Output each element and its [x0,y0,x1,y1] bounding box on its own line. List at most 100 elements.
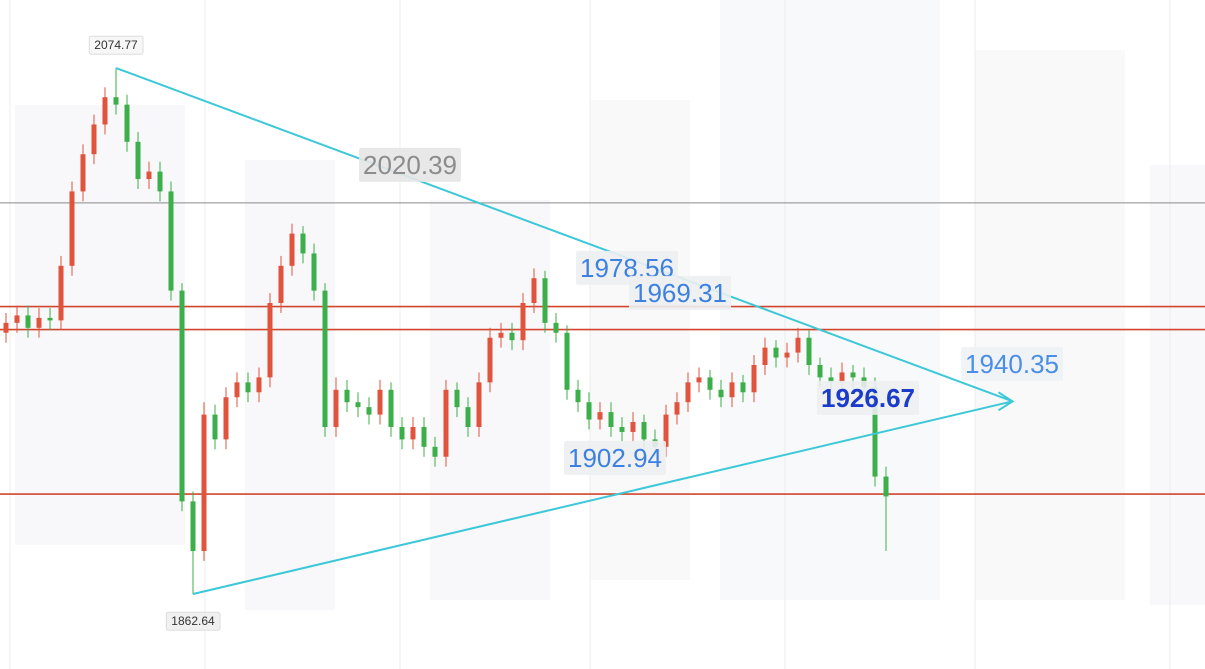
candle-body [795,337,801,353]
candle-body [630,422,636,432]
arrow-head [997,391,1015,412]
vertical-grid [9,0,1171,669]
level-label: 1969.31 [629,275,731,310]
candle-body [575,389,581,403]
trend-line [192,400,1013,595]
candle-body [498,332,504,338]
candle-body [707,377,713,390]
candle-body [344,389,350,403]
candle-body [421,426,427,447]
candle-body [542,278,548,323]
candle-body [883,476,889,497]
candle-body [619,426,625,432]
label-box [629,275,731,310]
candle-body [773,347,779,358]
candle-body [476,382,482,427]
candle-body [201,414,207,551]
candle-body [25,315,31,328]
candle-body [102,97,108,125]
candle-body [454,389,460,408]
candle-body [256,377,262,393]
target-label: 1940.35 [961,346,1063,381]
candle-body [36,317,42,328]
candle-body [179,290,185,502]
candle-body [729,382,735,398]
candle-body [3,322,9,333]
candle-body [58,265,64,321]
background [15,0,1205,610]
candle-body [432,446,438,457]
label-box [564,440,666,475]
candle-body [839,372,845,383]
low-label: 1862.64 [165,611,221,631]
candle-body [850,372,856,378]
candle-body [520,303,526,341]
candle-body [762,347,768,365]
candle-body [14,315,20,323]
candle-body [663,414,669,447]
level-label: 2020.39 [359,147,461,182]
label-text: 2074.77 [94,38,138,52]
label-text: 1969.31 [633,278,727,308]
candle-body [267,303,273,378]
label-box [817,380,919,415]
candle-body [91,124,97,155]
level-label: 1902.94 [564,440,666,475]
candle-body [212,414,218,440]
candle-body [300,233,306,254]
trend-line [115,67,1013,403]
label-box [88,35,144,55]
candle-body [146,171,152,180]
candle-body [355,402,361,408]
candle-body [465,407,471,427]
candle-body [564,332,570,390]
candle-body [597,412,603,420]
label-text: 1940.35 [965,349,1059,379]
candle-body [685,382,691,403]
label-text: 1902.94 [568,443,662,473]
label-text: 1926.67 [821,383,915,413]
candle-body [113,97,119,105]
candle-body [487,337,493,383]
breakout-label: 1926.67 [817,380,919,415]
candle-body [69,191,75,266]
label-text: 1862.64 [171,614,215,628]
candle-body [696,377,702,383]
candle-body [509,332,515,341]
candle-body [641,422,647,440]
candle-body [443,389,449,457]
candle-body [377,389,383,415]
candle-body [157,171,163,192]
candle-body [190,501,196,551]
candle-body [245,382,251,393]
candle-body [553,322,559,333]
candle-body [399,426,405,440]
candle-body [751,364,757,393]
candle-body [531,278,537,304]
candle-body [806,337,812,365]
candle-body [740,382,746,393]
candle-body [80,154,86,192]
label-box [165,611,221,631]
candle-body [608,412,614,427]
candle-body [322,290,328,427]
label-box [961,346,1063,381]
candle-body [586,402,592,420]
candle-body [135,141,141,180]
label-text: 2020.39 [363,150,457,180]
candle-body [168,191,174,291]
candle-body [718,389,724,398]
candle-body [872,387,878,477]
candle-body [333,389,339,427]
candle-body [223,397,229,440]
candle-body [278,265,284,304]
candle-body [674,402,680,415]
candle-body [311,253,317,291]
candle-body [234,382,240,398]
label-box [359,147,461,182]
candle-body [410,426,416,440]
candle-body [124,104,130,142]
candle-body [784,352,790,358]
candle-body [828,377,834,383]
